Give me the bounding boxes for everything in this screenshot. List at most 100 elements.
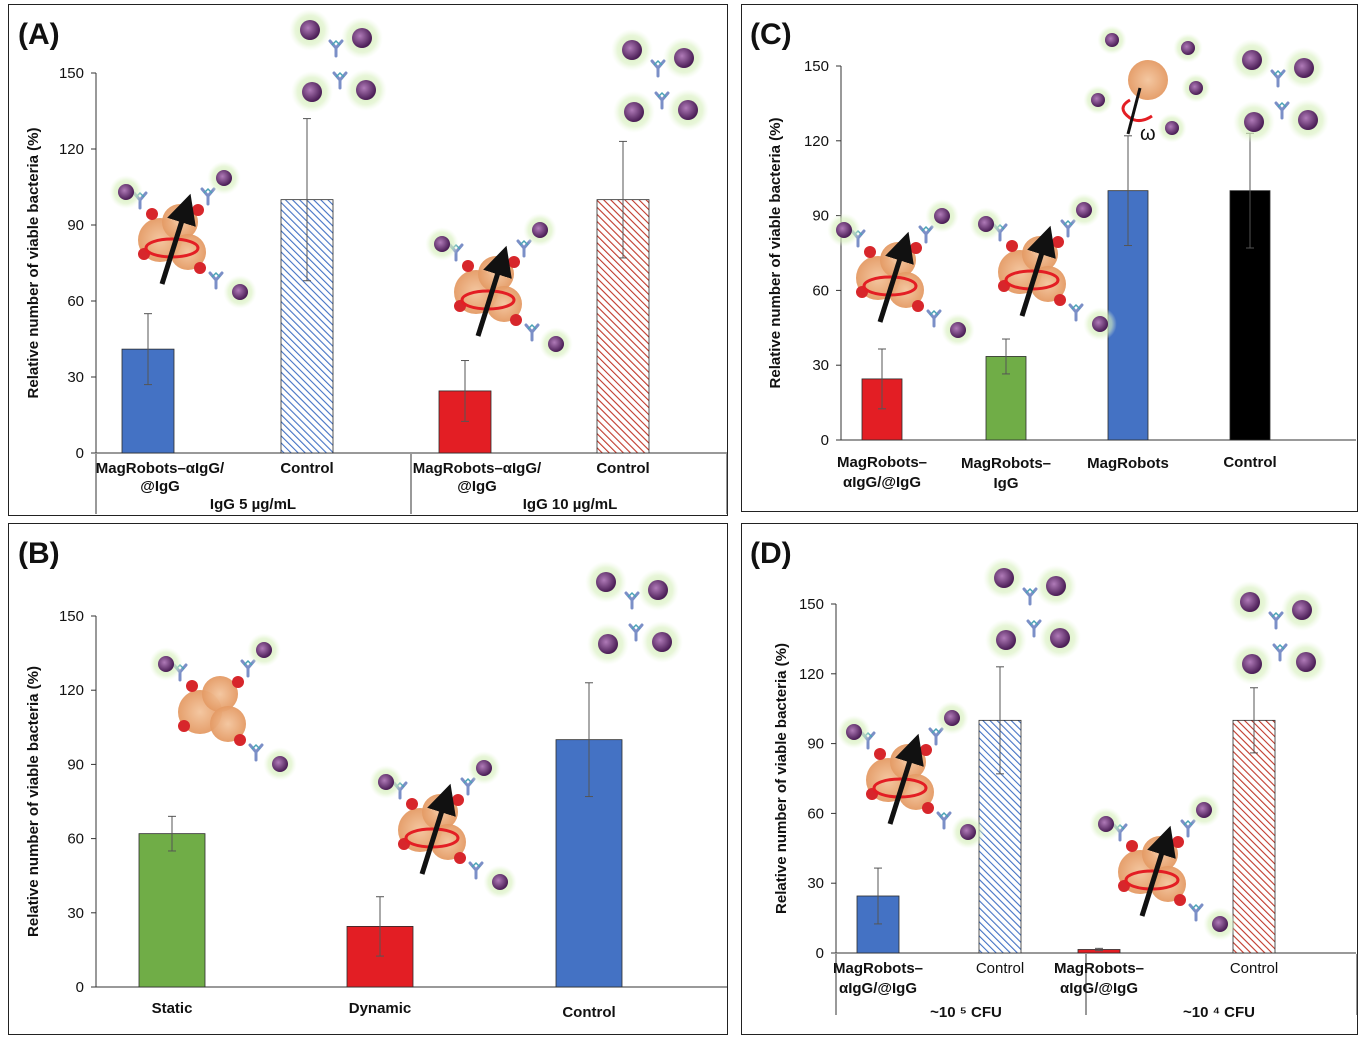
protein-strand [251,743,261,750]
bacterium-icon [641,621,683,663]
red-node [454,852,466,864]
bacterium-icon [369,765,403,799]
protein-strand [1275,643,1285,650]
panel-a-category-line: @IgG [457,478,497,495]
rotation-indicator [1004,225,1060,317]
panel-d-category-line: Control [1230,960,1278,977]
bacterium-cell [300,20,320,40]
rotation-axis-arrow [1019,225,1056,317]
antibody-shape [1274,101,1290,120]
bacterium-cell [1105,33,1119,47]
antibody-shape [1060,219,1076,238]
bacterium-cell [944,710,960,726]
rotation-indicator [144,193,200,285]
panel-c-y-tick-label: 0 [821,432,829,449]
protein-strand [1183,819,1193,826]
rotation-ring [1121,98,1153,123]
panel-c-y-axis-label: Relative number of viable bacteria (%) [767,118,784,389]
bacterium-cell [256,642,272,658]
protein-strand [335,71,345,78]
panel-c-category-line: Control [1223,454,1276,471]
panel-d-category-label-2: Control [976,960,1024,977]
magrobot-assembly-icon [837,701,985,849]
panel-d-y-tick-label: 30 [807,875,824,892]
red-node [922,802,934,814]
panel-a-category-line: Control [280,460,333,477]
free-bacteria-cluster-icon [585,561,683,665]
antibody-icon [928,727,944,746]
protein-strand [929,309,939,316]
bacterium-icon [951,815,985,849]
bacterium-cell [1296,652,1316,672]
protein-strand [243,659,253,666]
panel-c-category-label-1: MagRobots– αIgG/@IgG [837,454,927,491]
bacterium-cell [1092,316,1108,332]
rotation-axis-arrow [887,733,924,825]
panel-c-omega-annotation: ω [1140,123,1156,145]
antibody-icon [460,777,476,796]
bacterium-cell [846,724,862,740]
bacterium-icon [1039,617,1081,659]
bacterium-icon [483,865,517,899]
panel-c-y-tick-label: 30 [812,357,829,374]
bacterium-icon [1231,643,1273,685]
bacterium-cell [596,572,616,592]
bacterium-icon [837,715,871,749]
panel-a-chart: (A) 0 30 60 90 120 150 Relative number of viabl… [18,18,728,514]
magrobot-assembly-icon [1089,793,1237,941]
panel-d-category-line: αIgG/@IgG [1060,980,1138,997]
antibody-icon [1180,819,1196,838]
panel-c-y-tick-label: 90 [812,208,829,225]
bacterium-icon [969,207,1003,241]
protein-strand [1277,101,1287,108]
protein-strand [653,59,663,66]
bacterium-icon [935,701,969,735]
panel-b-bar-1 [138,833,206,988]
magrobot-particle [170,234,206,270]
protein-strand [519,239,529,246]
antibody-shape [650,59,666,78]
bacterium-icon [149,647,183,681]
antibody-shape [200,187,216,206]
red-node [192,204,204,216]
panel-a-group-label-1: IgG 5 µg/mL [210,496,296,513]
magrobot-assembly-icon [149,633,297,781]
red-node [910,242,922,254]
magrobot-assembly-icon [827,199,975,347]
bacterium-icon [1229,581,1271,623]
panel-d-y-tick-label: 60 [807,805,824,822]
protein-strand [527,323,537,330]
antibody-icon [524,323,540,342]
bacterium-cell [352,28,372,48]
bacterium-cell [598,634,618,654]
antibody-icon [918,225,934,244]
antibody-icon [1068,303,1084,322]
antibody-icon [516,239,532,258]
bacterium-icon [523,213,557,247]
red-node [1172,836,1184,848]
bacterium-cell [960,824,976,840]
rotation-axis-arrow [877,231,914,323]
protein-strand [627,591,637,598]
antibody-icon [328,39,344,58]
red-node [452,794,464,806]
bacterium-cell [1242,654,1262,674]
panel-b-category-line: Control [562,1004,615,1021]
protein-strand [471,861,481,868]
magrobot-particle [1150,866,1186,902]
bacterium-icon [1157,113,1187,143]
antibody-icon [628,623,644,642]
bacterium-icon [1089,807,1123,841]
panel-c-y-tick-label: 60 [812,282,829,299]
panel-c-category-line: αIgG/@IgG [843,474,921,491]
panel-a-y-axis-label: Relative number of viable bacteria (%) [25,128,42,399]
bacterium-cell [950,322,966,338]
bacterium-icon [263,747,297,781]
antibody-icon [1272,643,1288,662]
panel-d-category-line: MagRobots– [1054,960,1144,977]
bacterium-icon [1281,589,1323,631]
red-node [194,262,206,274]
bacterium-icon [207,161,241,195]
rotation-indicator [1124,825,1180,917]
panel-d-category-line: αIgG/@IgG [839,980,917,997]
